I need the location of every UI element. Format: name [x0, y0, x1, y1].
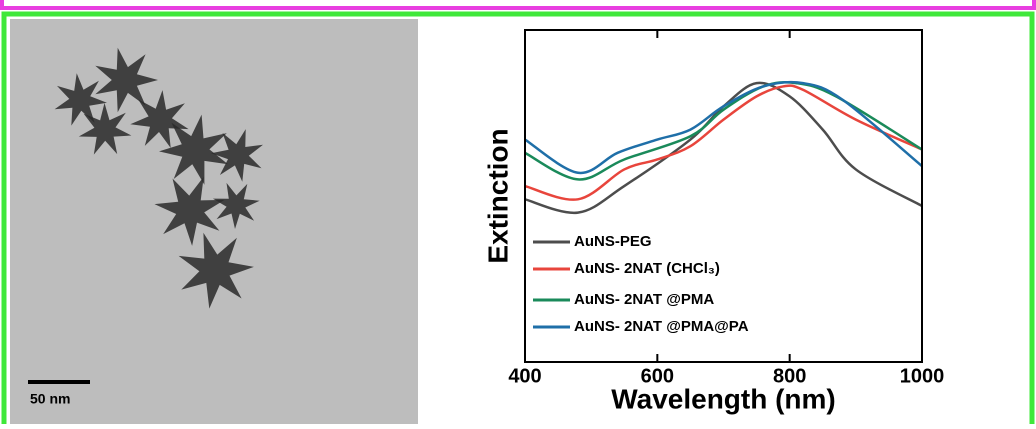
nanostar — [159, 114, 228, 185]
nanostar — [212, 182, 260, 229]
nanostar — [54, 73, 107, 126]
nanostar — [95, 47, 158, 113]
legend-label: AuNS-PEG — [574, 233, 652, 250]
tem-image — [10, 19, 418, 424]
nanostar — [178, 232, 254, 309]
x-tick-label: 400 — [508, 365, 541, 387]
nanostar — [78, 103, 132, 155]
series-line — [524, 80, 923, 175]
series-line — [524, 84, 923, 201]
title-bar — [0, 0, 1036, 10]
nanostars — [54, 47, 263, 309]
x-axis-label: Wavelength (nm) — [611, 383, 836, 414]
legend-label: AuNS- 2NAT @PMA — [574, 291, 714, 308]
plot-frame — [524, 29, 923, 363]
nanostar — [130, 90, 189, 148]
x-tick-label: 800 — [773, 365, 806, 387]
scale-bar-label: 50 nm — [30, 391, 70, 407]
series-line — [524, 81, 923, 215]
legend-label: AuNS- 2NAT (CHCl₃) — [574, 260, 720, 277]
x-tick-label: 1000 — [900, 365, 945, 387]
nanostar — [154, 176, 225, 246]
nanostar — [211, 129, 263, 182]
y-axis-label: Extinction — [482, 128, 513, 263]
x-tick-label: 600 — [641, 365, 674, 387]
legend-label: AuNS- 2NAT @PMA@PA — [574, 318, 749, 335]
